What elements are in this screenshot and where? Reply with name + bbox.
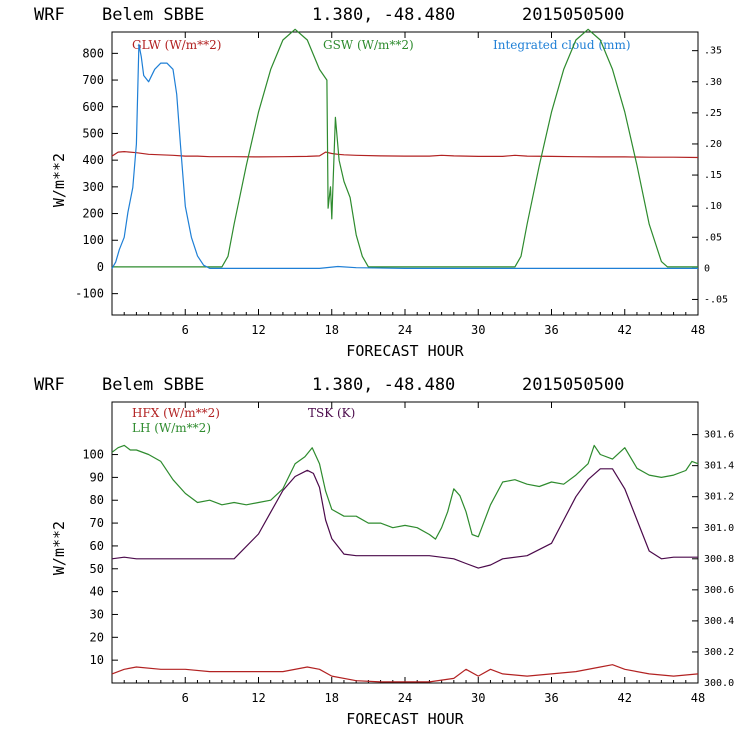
bottom-y2-tick-label: 301.0 [704,523,734,534]
bottom-ylabel: W/m**2 [50,521,68,575]
bottom-y2-tick-label: 300.4 [704,616,734,627]
top-x-tick-label: 12 [251,323,265,337]
top-y2-tick-label: .10 [704,201,722,212]
bottom-title-model: WRF [34,375,65,395]
bottom-title-date: 2015050500 [522,375,624,395]
bottom-chart: WRF Belem SBBE 1.380, -48.480 2015050500… [34,375,734,728]
top-x-tick-label: 24 [398,323,412,337]
top-x-tick-label: 30 [471,323,485,337]
bottom-legend-hfx: HFX (W/m**2) [132,406,220,420]
top-title-station: Belem SBBE [102,5,204,25]
bottom-y2-tick-label: 301.4 [704,461,734,472]
top-chart: WRF Belem SBBE 1.380, -48.480 2015050500… [34,5,728,360]
top-y-tick-label: 500 [82,126,104,140]
bottom-title-coords: 1.380, -48.480 [312,375,455,395]
top-title-date: 2015050500 [522,5,624,25]
top-x-tick-label: 42 [618,323,632,337]
bottom-y-tick-label: 90 [90,470,104,484]
bottom-legend-lh: LH (W/m**2) [132,421,211,435]
top-plot-frame [111,31,699,316]
bottom-title-station: Belem SBBE [102,375,204,395]
bottom-y2-tick-label: 301.2 [704,492,734,503]
top-series-integrated-cloud [111,43,698,269]
bottom-x-tick-label: 18 [325,691,339,705]
bottom-xlabel: FORECAST HOUR [346,710,464,728]
bottom-y2-tick-label: 300.2 [704,647,734,658]
top-y-tick-label: 600 [82,100,104,114]
bottom-legend-tsk: TSK (K) [308,406,355,420]
top-y2-tick-label: .25 [704,108,722,119]
top-legend-cloud: Integrated cloud (mm) [493,38,631,52]
bottom-x-tick-label: 6 [182,691,189,705]
top-legend-gsw: GSW (W/m**2) [323,38,414,52]
bottom-y2-tick-label: 300.0 [704,678,734,689]
bottom-series-lh [111,444,699,540]
bottom-y-tick-label: 30 [90,607,104,621]
top-x-tick-label: 48 [691,323,705,337]
bottom-x-tick-label: 24 [398,691,412,705]
bottom-series-tsk [111,468,698,569]
bottom-y-tick-label: 40 [90,585,104,599]
top-y2-tick-label: 0 [704,263,710,274]
bottom-y2-tick-label: 300.6 [704,585,734,596]
top-plot-area: 6 12 18 24 30 36 42 48 -100 0 100 200 300 400 500 600 70… [75,28,728,337]
bottom-y-tick-label: 10 [90,653,104,667]
top-y-tick-label: 200 [82,207,104,221]
top-y2-tick-label: .35 [704,46,722,57]
top-y2-tick-label: .15 [704,170,722,181]
top-ylabel: W/m**2 [50,153,68,207]
bottom-x-tick-label: 30 [471,691,485,705]
top-x-tick-label: 6 [182,323,189,337]
top-y2-tick-label: .30 [704,77,722,88]
top-title-coords: 1.380, -48.480 [312,5,455,25]
bottom-y-tick-label: 80 [90,493,104,507]
top-series-glw [111,151,699,159]
top-y-tick-label: 800 [82,46,104,60]
top-title-model: WRF [34,5,65,25]
top-xlabel: FORECAST HOUR [346,342,464,360]
top-x-tick-label: 36 [544,323,558,337]
top-x-tick-label: 18 [325,323,339,337]
bottom-y2-tick-label: 300.8 [704,554,734,565]
bottom-series-hfx [111,664,699,683]
top-legend-glw: GLW (W/m**2) [132,38,221,52]
bottom-y2-tick-label: 301.6 [704,430,734,441]
bottom-y-tick-label: 20 [90,630,104,644]
bottom-x-tick-label: 42 [618,691,632,705]
top-y-tick-label: 400 [82,153,104,167]
bottom-x-tick-label: 48 [691,691,705,705]
bottom-x-tick-label: 36 [544,691,558,705]
top-y2-tick-label: .20 [704,139,722,150]
bottom-y-tick-label: 70 [90,516,104,530]
top-y-tick-label: -100 [75,287,104,301]
top-y-tick-label: 100 [82,233,104,247]
top-y-tick-label: 0 [97,260,104,274]
bottom-y-tick-label: 50 [90,562,104,576]
bottom-y-tick-label: 100 [82,448,104,462]
bottom-x-tick-label: 12 [251,691,265,705]
bottom-plot-area: 6 12 18 24 30 36 42 48 10 20 30 40 50 60 70 80 90 100 300.… [82,401,734,705]
bottom-y-tick-label: 60 [90,539,104,553]
top-y2-tick-label: .05 [704,232,722,243]
top-y2-tick-label: -.05 [704,294,728,305]
bottom-plot-frame [111,401,699,684]
top-series-gsw [112,28,698,268]
top-y-tick-label: 700 [82,73,104,87]
top-y-tick-label: 300 [82,180,104,194]
